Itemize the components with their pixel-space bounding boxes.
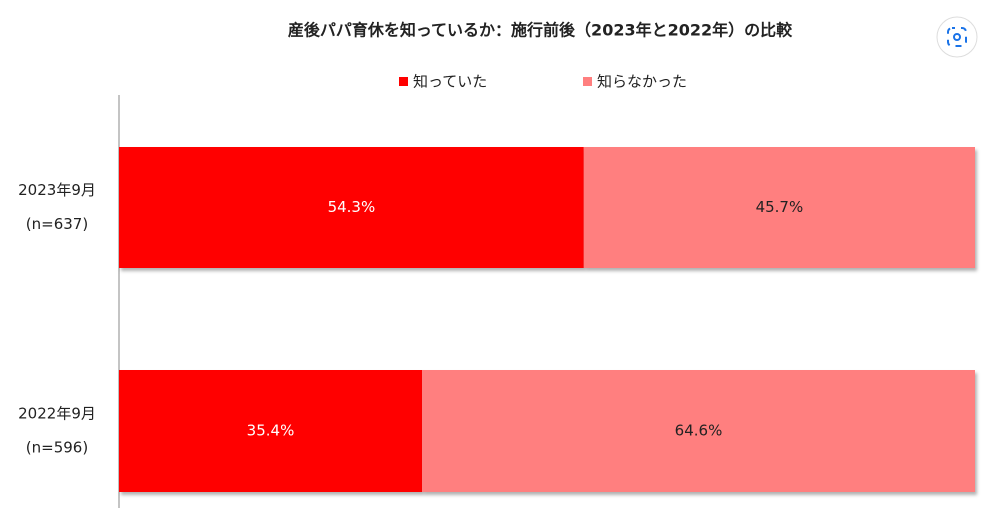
chart-title: 産後パパ育休を知っているか：施行前後（2023年と2022年）の比較 <box>288 21 793 40</box>
button-icon[interactable] <box>947 27 967 47</box>
button-icon-dot[interactable] <box>953 33 961 41</box>
bar-segment <box>422 370 975 492</box>
legend-swatch <box>583 77 592 86</box>
button-circle[interactable] <box>936 16 978 58</box>
y-tick-label: 2023年9月 <box>18 181 96 199</box>
data-label: 35.4% <box>247 422 295 440</box>
y-tick-label: (n=596) <box>26 439 88 457</box>
data-label: 54.3% <box>328 198 376 216</box>
bar-segment <box>119 370 423 492</box>
legend-swatch <box>399 77 408 86</box>
data-label: 45.7% <box>756 198 804 216</box>
lens-button[interactable] <box>936 16 978 58</box>
legend-label: 知らなかった <box>597 73 687 91</box>
bar-segment <box>119 147 584 268</box>
data-label: 64.6% <box>675 422 723 440</box>
legend-label: 知っていた <box>413 73 487 91</box>
y-tick-label: 2022年9月 <box>18 405 96 423</box>
y-tick-label: (n=637) <box>26 215 88 233</box>
bar-segment <box>583 147 975 268</box>
